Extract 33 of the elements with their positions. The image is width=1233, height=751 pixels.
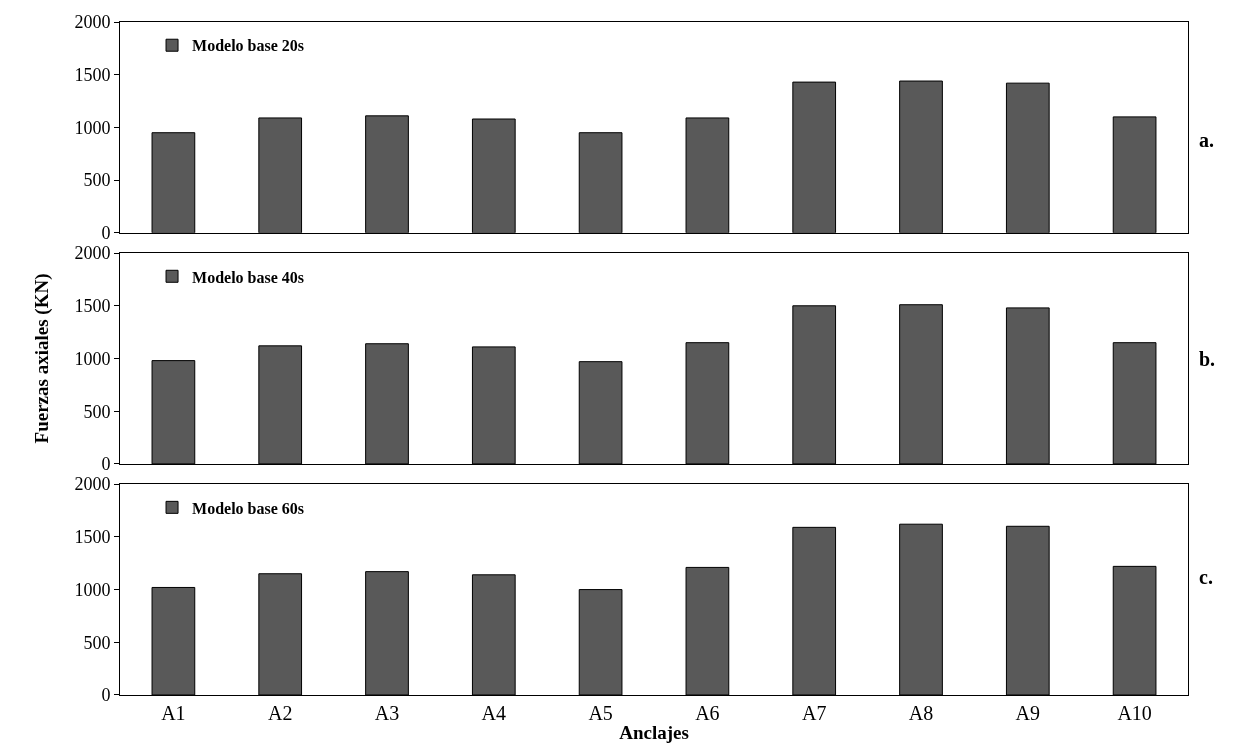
y-tick-label: 1500 — [74, 527, 111, 548]
legend-label: Modelo base 40s — [192, 268, 305, 286]
x-tick-label: A1 — [161, 702, 186, 724]
x-tick-label: A2 — [267, 702, 293, 724]
y-tick-label: 500 — [83, 632, 111, 653]
x-tick-label: A5 — [588, 702, 613, 724]
x-axis-title: Anclajes — [619, 721, 689, 743]
text: a. — [1199, 129, 1214, 151]
y-tick-label: 0 — [101, 685, 111, 706]
y-tick-label: 1500 — [74, 296, 111, 317]
y-tick-label: 500 — [83, 170, 111, 191]
y-tick-label: 1000 — [74, 117, 111, 138]
y-tick-label: 0 — [101, 223, 111, 244]
x-tick-label: A10 — [1117, 702, 1152, 724]
text: b. — [1199, 348, 1216, 370]
y-tick-label: 2000 — [74, 243, 111, 264]
y-axis-title: Fuerzas axiales (KN) — [31, 273, 54, 444]
legend-label: Modelo base 60s — [192, 499, 305, 517]
y-tick-label: 0 — [101, 454, 111, 475]
x-tick-label: A6 — [695, 702, 720, 724]
x-tick-label: A9 — [1015, 702, 1041, 724]
y-tick-label: 1000 — [74, 348, 111, 369]
y-tick-label: 2000 — [74, 474, 111, 495]
y-tick-label: 1500 — [74, 65, 111, 86]
y-tick-label: 500 — [83, 401, 111, 422]
x-tick-label: A7 — [801, 702, 827, 724]
x-tick-label: A4 — [481, 702, 507, 724]
x-tick-label: A8 — [908, 702, 934, 724]
y-tick-label: 1000 — [74, 579, 111, 600]
legend-label: Modelo base 20s — [192, 37, 305, 55]
y-tick-label: 2000 — [74, 12, 111, 33]
x-tick-label: A3 — [374, 702, 400, 724]
text: c. — [1199, 566, 1213, 588]
